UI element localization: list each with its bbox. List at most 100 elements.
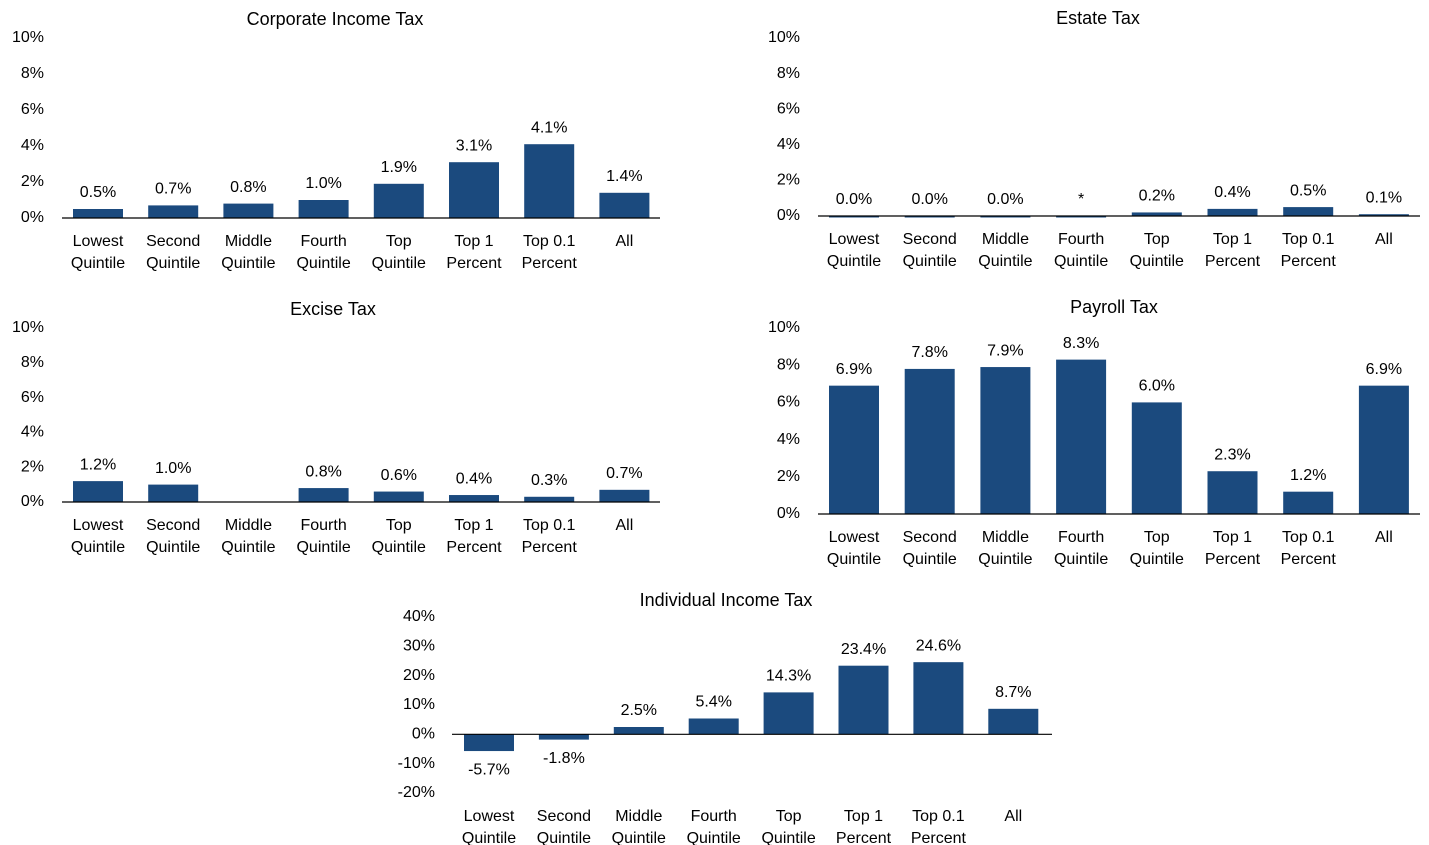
bar xyxy=(524,496,575,502)
x-tick-label: Top Quintile xyxy=(372,233,426,272)
x-tick-label: Top Quintile xyxy=(761,808,815,845)
y-tick-label: 40% xyxy=(403,608,435,625)
x-tick-label: Top Quintile xyxy=(372,517,426,556)
bar xyxy=(1207,208,1258,216)
bar xyxy=(1358,385,1409,514)
x-tick-label: Middle Quintile xyxy=(221,233,275,272)
x-tick-label: Second Quintile xyxy=(146,517,200,556)
y-tick-label: 2% xyxy=(21,458,44,475)
bar xyxy=(980,216,1031,218)
y-tick-label: 0% xyxy=(777,207,800,224)
data-label: 0.1% xyxy=(1366,189,1402,206)
subchart: Corporate Income Tax 0% 2% 4% 6% 8% 10% 0.5% Low… xyxy=(12,9,660,272)
y-tick-label: -20% xyxy=(398,784,435,801)
x-tick-label: Top 0.1 Percent xyxy=(522,517,578,556)
chart-title: Corporate Income Tax xyxy=(247,9,424,29)
bar xyxy=(913,662,964,735)
data-label: 23.4% xyxy=(841,641,886,658)
data-label: -1.8% xyxy=(543,750,585,767)
chart-title: Estate Tax xyxy=(1056,8,1140,28)
bar xyxy=(73,209,123,218)
y-tick-label: -10% xyxy=(398,755,435,772)
x-tick-label: Middle Quintile xyxy=(978,231,1032,270)
bar xyxy=(904,216,955,218)
x-tick-label: All xyxy=(1375,231,1393,248)
y-tick-label: 8% xyxy=(21,354,44,371)
x-tick-label: Lowest Quintile xyxy=(71,233,125,272)
y-tick-label: 10% xyxy=(12,319,44,336)
y-tick-label: 4% xyxy=(777,431,800,448)
y-tick-label: 8% xyxy=(777,65,800,82)
bar xyxy=(613,727,664,735)
x-tick-label: Top 0.1 Percent xyxy=(911,808,967,845)
data-label: 7.8% xyxy=(911,344,947,361)
y-tick-label: 6% xyxy=(21,101,44,118)
y-tick-label: 30% xyxy=(403,638,435,655)
bar xyxy=(1283,491,1334,514)
subchart: Payroll Tax 0% 2% 4% 6% 8% 10% 6.9% Lowest Quinti… xyxy=(768,297,1420,568)
y-tick-label: 8% xyxy=(21,65,44,82)
y-tick-label: 6% xyxy=(21,389,44,406)
y-tick-label: 4% xyxy=(21,424,44,441)
y-tick-label: 10% xyxy=(12,29,44,46)
data-label: 0.0% xyxy=(987,191,1023,208)
bar xyxy=(148,484,199,502)
data-label: 1.4% xyxy=(606,168,642,185)
x-tick-label: Second Quintile xyxy=(146,233,200,272)
x-tick-label: Top 1 Percent xyxy=(1205,231,1261,270)
bar xyxy=(599,489,650,502)
y-tick-label: 2% xyxy=(777,468,800,485)
bar xyxy=(904,368,955,514)
data-label: 0.5% xyxy=(1290,182,1326,199)
y-tick-label: 10% xyxy=(768,319,800,336)
data-label: -5.7% xyxy=(468,761,510,778)
y-tick-label: 4% xyxy=(21,137,44,154)
data-label: 0.5% xyxy=(80,184,116,201)
data-label: 14.3% xyxy=(766,668,811,685)
data-label: 0.4% xyxy=(1214,184,1250,201)
data-label: 6.0% xyxy=(1139,378,1175,395)
x-tick-label: Fourth Quintile xyxy=(1054,529,1108,568)
bar xyxy=(449,162,499,218)
bar xyxy=(298,200,349,218)
data-label: 5.4% xyxy=(695,694,731,711)
x-tick-label: Fourth Quintile xyxy=(296,517,350,556)
data-label: 8.7% xyxy=(995,684,1031,701)
y-tick-label: 0% xyxy=(21,209,44,226)
bar xyxy=(464,734,514,752)
x-tick-label: Fourth Quintile xyxy=(1054,231,1108,270)
x-tick-label: Middle Quintile xyxy=(612,808,666,845)
data-label: 0.0% xyxy=(836,191,872,208)
data-label: 1.2% xyxy=(1290,467,1326,484)
chart-title: Payroll Tax xyxy=(1070,297,1158,317)
data-label: 0.7% xyxy=(155,181,191,198)
x-tick-label: Fourth Quintile xyxy=(687,808,741,845)
data-label: 1.0% xyxy=(305,175,341,192)
bar xyxy=(1056,216,1107,218)
bar xyxy=(373,491,424,502)
x-tick-label: All xyxy=(1004,808,1022,825)
x-tick-label: Top 1 Percent xyxy=(836,808,892,845)
bar xyxy=(1056,359,1107,514)
bar xyxy=(524,144,575,218)
bar xyxy=(1207,471,1258,514)
y-tick-label: 6% xyxy=(777,394,800,411)
chart-title: Individual Income Tax xyxy=(640,590,813,610)
data-label: 0.3% xyxy=(531,472,567,489)
data-label: 0.2% xyxy=(1139,188,1175,205)
x-tick-label: Second Quintile xyxy=(537,808,591,845)
data-label: 7.9% xyxy=(987,342,1023,359)
subchart: Estate Tax 0% 2% 4% 6% 8% 10% 0.0% Lowest Quintil… xyxy=(768,8,1420,270)
data-label: 6.9% xyxy=(836,361,872,378)
bar xyxy=(838,665,889,735)
data-label: 24.6% xyxy=(916,637,961,654)
data-label: 4.1% xyxy=(531,119,567,136)
bar xyxy=(1358,214,1409,216)
data-label: 6.9% xyxy=(1366,361,1402,378)
bar xyxy=(829,216,879,218)
data-label: 8.3% xyxy=(1063,335,1099,352)
bar xyxy=(688,718,739,735)
bar xyxy=(148,205,199,218)
x-tick-label: Top 1 Percent xyxy=(446,517,502,556)
x-tick-label: Lowest Quintile xyxy=(827,231,881,270)
